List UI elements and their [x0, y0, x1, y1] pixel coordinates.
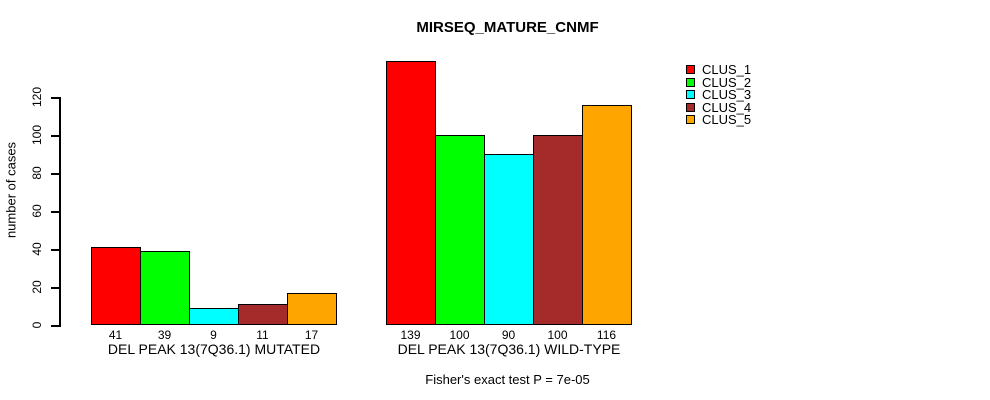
- x-group-label: DEL PEAK 13(7Q36.1) MUTATED: [107, 341, 321, 357]
- y-tick-mark: [51, 211, 60, 213]
- legend-swatch: [686, 77, 695, 87]
- bar-clus_3: [484, 154, 534, 325]
- y-tick-mark: [51, 287, 60, 289]
- bar-clus_1: [386, 61, 436, 325]
- bar-clus_5: [287, 293, 337, 325]
- bar-value-label: 90: [501, 328, 516, 342]
- footer-annotation: Fisher's exact test P = 7e-05: [425, 372, 590, 387]
- y-tick-mark: [51, 97, 60, 99]
- bar-value-label: 100: [547, 328, 568, 342]
- y-tick-label: 60: [30, 204, 44, 218]
- y-axis-title: number of cases: [3, 141, 19, 239]
- bar-clus_5: [582, 105, 632, 325]
- y-tick-mark: [51, 249, 60, 251]
- legend-swatch: [686, 90, 695, 100]
- x-group-label: DEL PEAK 13(7Q36.1) WILD-TYPE: [397, 341, 621, 357]
- legend-swatch: [686, 102, 695, 112]
- bar-clus_2: [140, 251, 190, 325]
- bar-value-label: 41: [108, 328, 123, 342]
- y-tick-label: 80: [30, 166, 44, 180]
- y-tick-label: 0: [30, 321, 44, 329]
- y-tick-mark: [51, 173, 60, 175]
- y-tick-label: 20: [30, 280, 44, 294]
- bar-value-label: 11: [256, 328, 269, 342]
- y-tick-label: 100: [30, 124, 44, 146]
- bar-clus_1: [91, 247, 141, 325]
- y-tick-label: 120: [30, 86, 44, 108]
- bar-value-label: 100: [449, 328, 470, 342]
- y-tick-mark: [51, 135, 60, 137]
- bar-value-label: 39: [157, 328, 172, 342]
- legend-swatch: [686, 65, 695, 74]
- bar-value-label: 116: [596, 328, 617, 342]
- legend-label: CLUS_2: [702, 74, 752, 90]
- bar-value-label: 17: [304, 328, 319, 342]
- legend-label: CLUS_4: [702, 99, 752, 115]
- y-tick-mark: [51, 325, 60, 327]
- chart-title: MIRSEQ_MATURE_CNMF: [416, 19, 599, 36]
- legend-label: CLUS_3: [702, 87, 752, 103]
- y-tick-label: 40: [30, 242, 44, 256]
- legend-label: CLUS_5: [702, 112, 752, 128]
- bar-clus_4: [533, 135, 583, 325]
- bar-value-label: 139: [400, 328, 421, 342]
- bar-clus_4: [238, 304, 288, 325]
- bar-value-label: 9: [210, 328, 217, 342]
- legend-swatch: [686, 115, 695, 125]
- legend-label: CLUS_1: [702, 62, 752, 77]
- bar-clus_2: [435, 135, 485, 325]
- bar-clus_3: [189, 308, 239, 325]
